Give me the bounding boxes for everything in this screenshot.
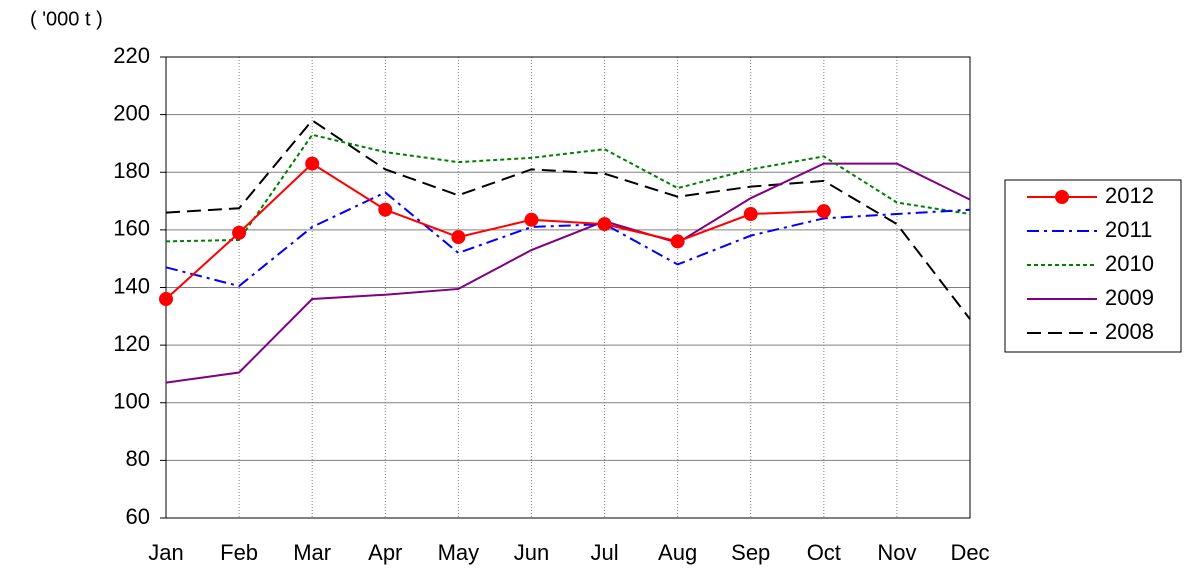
legend-marker	[1055, 190, 1069, 204]
y-tick-label: 140	[113, 273, 150, 298]
x-tick-label: Nov	[877, 540, 916, 565]
legend-label: 2010	[1105, 251, 1154, 276]
x-tick-label: Feb	[220, 540, 258, 565]
point-marker	[305, 156, 320, 171]
x-tick-label: Jul	[590, 540, 618, 565]
series-line	[165, 162, 824, 300]
point-marker	[451, 230, 466, 245]
y-tick-label: 60	[126, 504, 150, 529]
y-tick-label: 120	[113, 331, 150, 356]
point-marker	[816, 204, 831, 219]
legend-label: 2008	[1105, 319, 1154, 344]
series-line	[165, 119, 971, 320]
y-tick-label: 80	[126, 446, 150, 471]
point-marker	[743, 207, 758, 222]
y-tick-label: 160	[113, 216, 150, 241]
x-tick-label: Apr	[368, 540, 402, 565]
x-tick-label: Dec	[950, 540, 989, 565]
x-tick-label: Sep	[731, 540, 770, 565]
y-tick-label: 100	[113, 389, 150, 414]
series-line	[165, 133, 971, 243]
x-tick-label: Jan	[148, 540, 183, 565]
point-marker	[670, 234, 685, 249]
x-tick-label: Mar	[293, 540, 331, 565]
y-tick-label: 200	[113, 100, 150, 125]
y-tick-label: 180	[113, 158, 150, 183]
x-tick-label: May	[438, 540, 480, 565]
point-marker	[524, 212, 539, 227]
x-tick-label: Oct	[807, 540, 841, 565]
point-marker	[232, 225, 247, 240]
series-line	[165, 191, 971, 288]
x-tick-label: Aug	[658, 540, 697, 565]
plot-frame	[165, 56, 971, 519]
legend-label: 2011	[1105, 217, 1152, 242]
x-tick-label: Jun	[514, 540, 549, 565]
legend-label: 2012	[1105, 183, 1154, 208]
y-tick-label: 220	[113, 43, 150, 68]
y-axis-label: ( '000 t )	[30, 8, 103, 30]
legend-label: 2009	[1105, 285, 1154, 310]
point-marker	[378, 202, 393, 217]
point-marker	[159, 292, 173, 307]
point-marker	[597, 217, 612, 232]
